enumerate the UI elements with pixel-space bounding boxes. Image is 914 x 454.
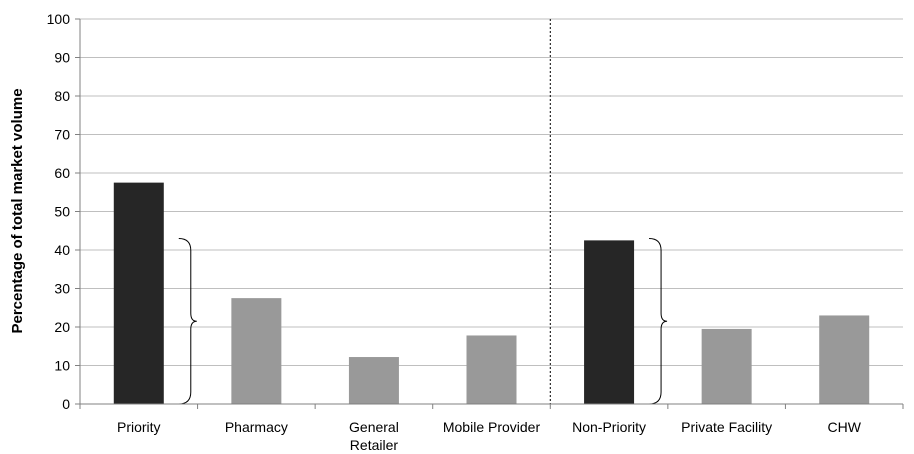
y-tick-label: 90 xyxy=(54,50,70,66)
bar-non-priority xyxy=(584,240,635,404)
y-tick-label: 70 xyxy=(54,127,70,143)
x-tick-label: Pharmacy xyxy=(225,419,288,435)
x-tick-label: Private Facility xyxy=(681,419,772,435)
bar-pharmacy xyxy=(231,298,282,404)
bar-priority xyxy=(113,182,164,404)
y-tick-label: 100 xyxy=(47,11,71,27)
y-tick-label: 40 xyxy=(54,242,70,258)
x-tick-label: Priority xyxy=(117,419,161,435)
brace-priority xyxy=(178,237,197,405)
x-tick-label: Mobile Provider xyxy=(443,419,541,435)
y-tick-label: 50 xyxy=(54,204,70,220)
y-tick-label: 80 xyxy=(54,88,70,104)
gridlines xyxy=(80,18,903,366)
bar-mobile-provider xyxy=(466,335,517,404)
x-tick-label: CHW xyxy=(827,419,861,435)
x-tick-label: Non-Priority xyxy=(572,419,646,435)
y-tick-label: 0 xyxy=(62,396,70,412)
bar-chw xyxy=(819,315,870,404)
bars xyxy=(113,19,870,404)
y-tick-label: 10 xyxy=(54,358,70,374)
x-axis: Priority Pharmacy General Retailer Mobile Pr… xyxy=(79,403,904,453)
bar-general-retailer xyxy=(348,357,399,404)
brace-non-priority xyxy=(649,237,668,405)
y-tick-label: 20 xyxy=(54,319,70,335)
y-tick-label: 30 xyxy=(54,281,70,297)
y-axis-label: Percentage of total market volume xyxy=(9,88,26,333)
y-axis: 0 10 20 30 40 50 60 70 80 90 100 xyxy=(47,11,81,412)
y-tick-label: 60 xyxy=(54,165,70,181)
bar-private-facility xyxy=(701,328,752,404)
x-tick-label: General Retailer xyxy=(349,419,399,453)
